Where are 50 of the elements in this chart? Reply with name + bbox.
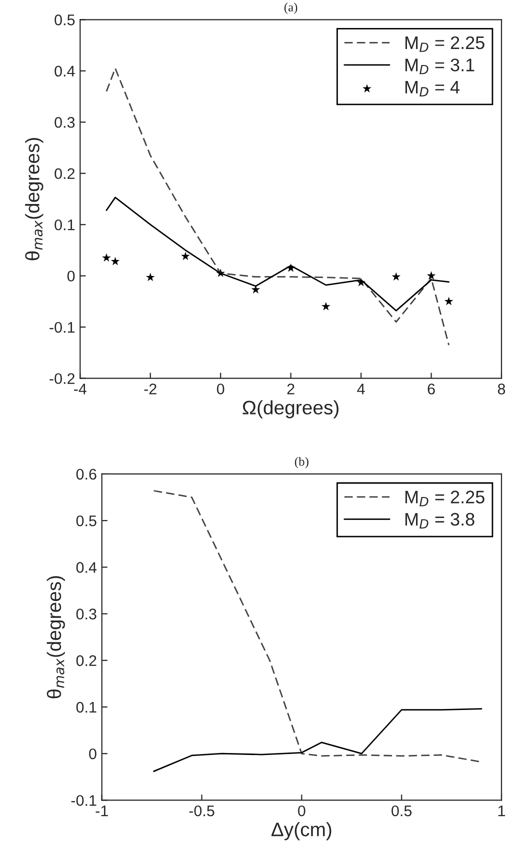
y-tick-label: 0.5: [76, 515, 96, 526]
x-axis-title: Ω(degrees): [242, 400, 338, 418]
legend-label: M$_{D}$ = 3.1: [405, 58, 474, 74]
y-tick-label: 0: [67, 270, 75, 282]
legend-label: M$_{D}$ = 3.8: [405, 512, 474, 528]
y-tick-label: 0.5: [54, 14, 75, 26]
y-tick-label: 0.3: [76, 608, 96, 620]
x-tick-label: 4: [357, 384, 365, 394]
y-tick-label: -0.1: [50, 322, 75, 333]
x-tick-label: -1: [96, 806, 108, 816]
y-tick-label: 0.4: [54, 66, 75, 77]
y-axis-title: θ$_{max}$(degrees): [25, 138, 44, 260]
y-tick-label: 0.1: [76, 702, 96, 713]
legend-label: M$_{D}$ = 4: [405, 81, 460, 96]
legend-label: M$_{D}$ = 2.25: [405, 490, 484, 506]
point: [146, 272, 155, 282]
x-tick-label: 1: [498, 806, 505, 816]
point: [444, 296, 454, 306]
x-tick-label: 2: [287, 384, 294, 394]
x-tick-label: 0: [216, 384, 224, 394]
y-tick-label: 0.3: [54, 116, 75, 128]
point: [102, 253, 111, 262]
point: [251, 285, 260, 294]
chart-title: (a): [284, 2, 298, 14]
x-tick-label: -0.5: [189, 805, 214, 816]
y-tick-label: -0.1: [71, 795, 96, 806]
line-series: [106, 196, 450, 312]
y-tick-label: 0: [89, 748, 96, 760]
y-axis-title: θ$_{max}$(degrees): [46, 576, 65, 698]
x-tick-label: 8: [498, 384, 506, 394]
x-tick-label: 0.5: [392, 805, 412, 816]
legend-label: M$_{D}$ = 2.25: [405, 36, 484, 52]
point: [321, 302, 330, 310]
y-tick-label: 0.1: [54, 219, 75, 230]
point: [181, 252, 190, 260]
y-tick-label: 0.6: [76, 468, 96, 480]
point: [110, 256, 120, 266]
line-series: [153, 708, 482, 772]
y-tick-label: 0.4: [76, 562, 97, 573]
point: [426, 271, 436, 280]
x-tick-label: -4: [74, 384, 86, 394]
y-tick-label: 0.2: [54, 168, 75, 180]
point: [392, 272, 401, 281]
x-tick-label: 0: [298, 805, 306, 816]
x-tick-label: 6: [428, 384, 435, 394]
chart-title: (b): [294, 456, 308, 468]
y-tick-label: 0.2: [76, 655, 96, 666]
y-tick-label: -0.2: [50, 373, 75, 384]
x-tick-label: -2: [144, 384, 156, 394]
x-axis-title: Δy(cm): [271, 822, 332, 840]
